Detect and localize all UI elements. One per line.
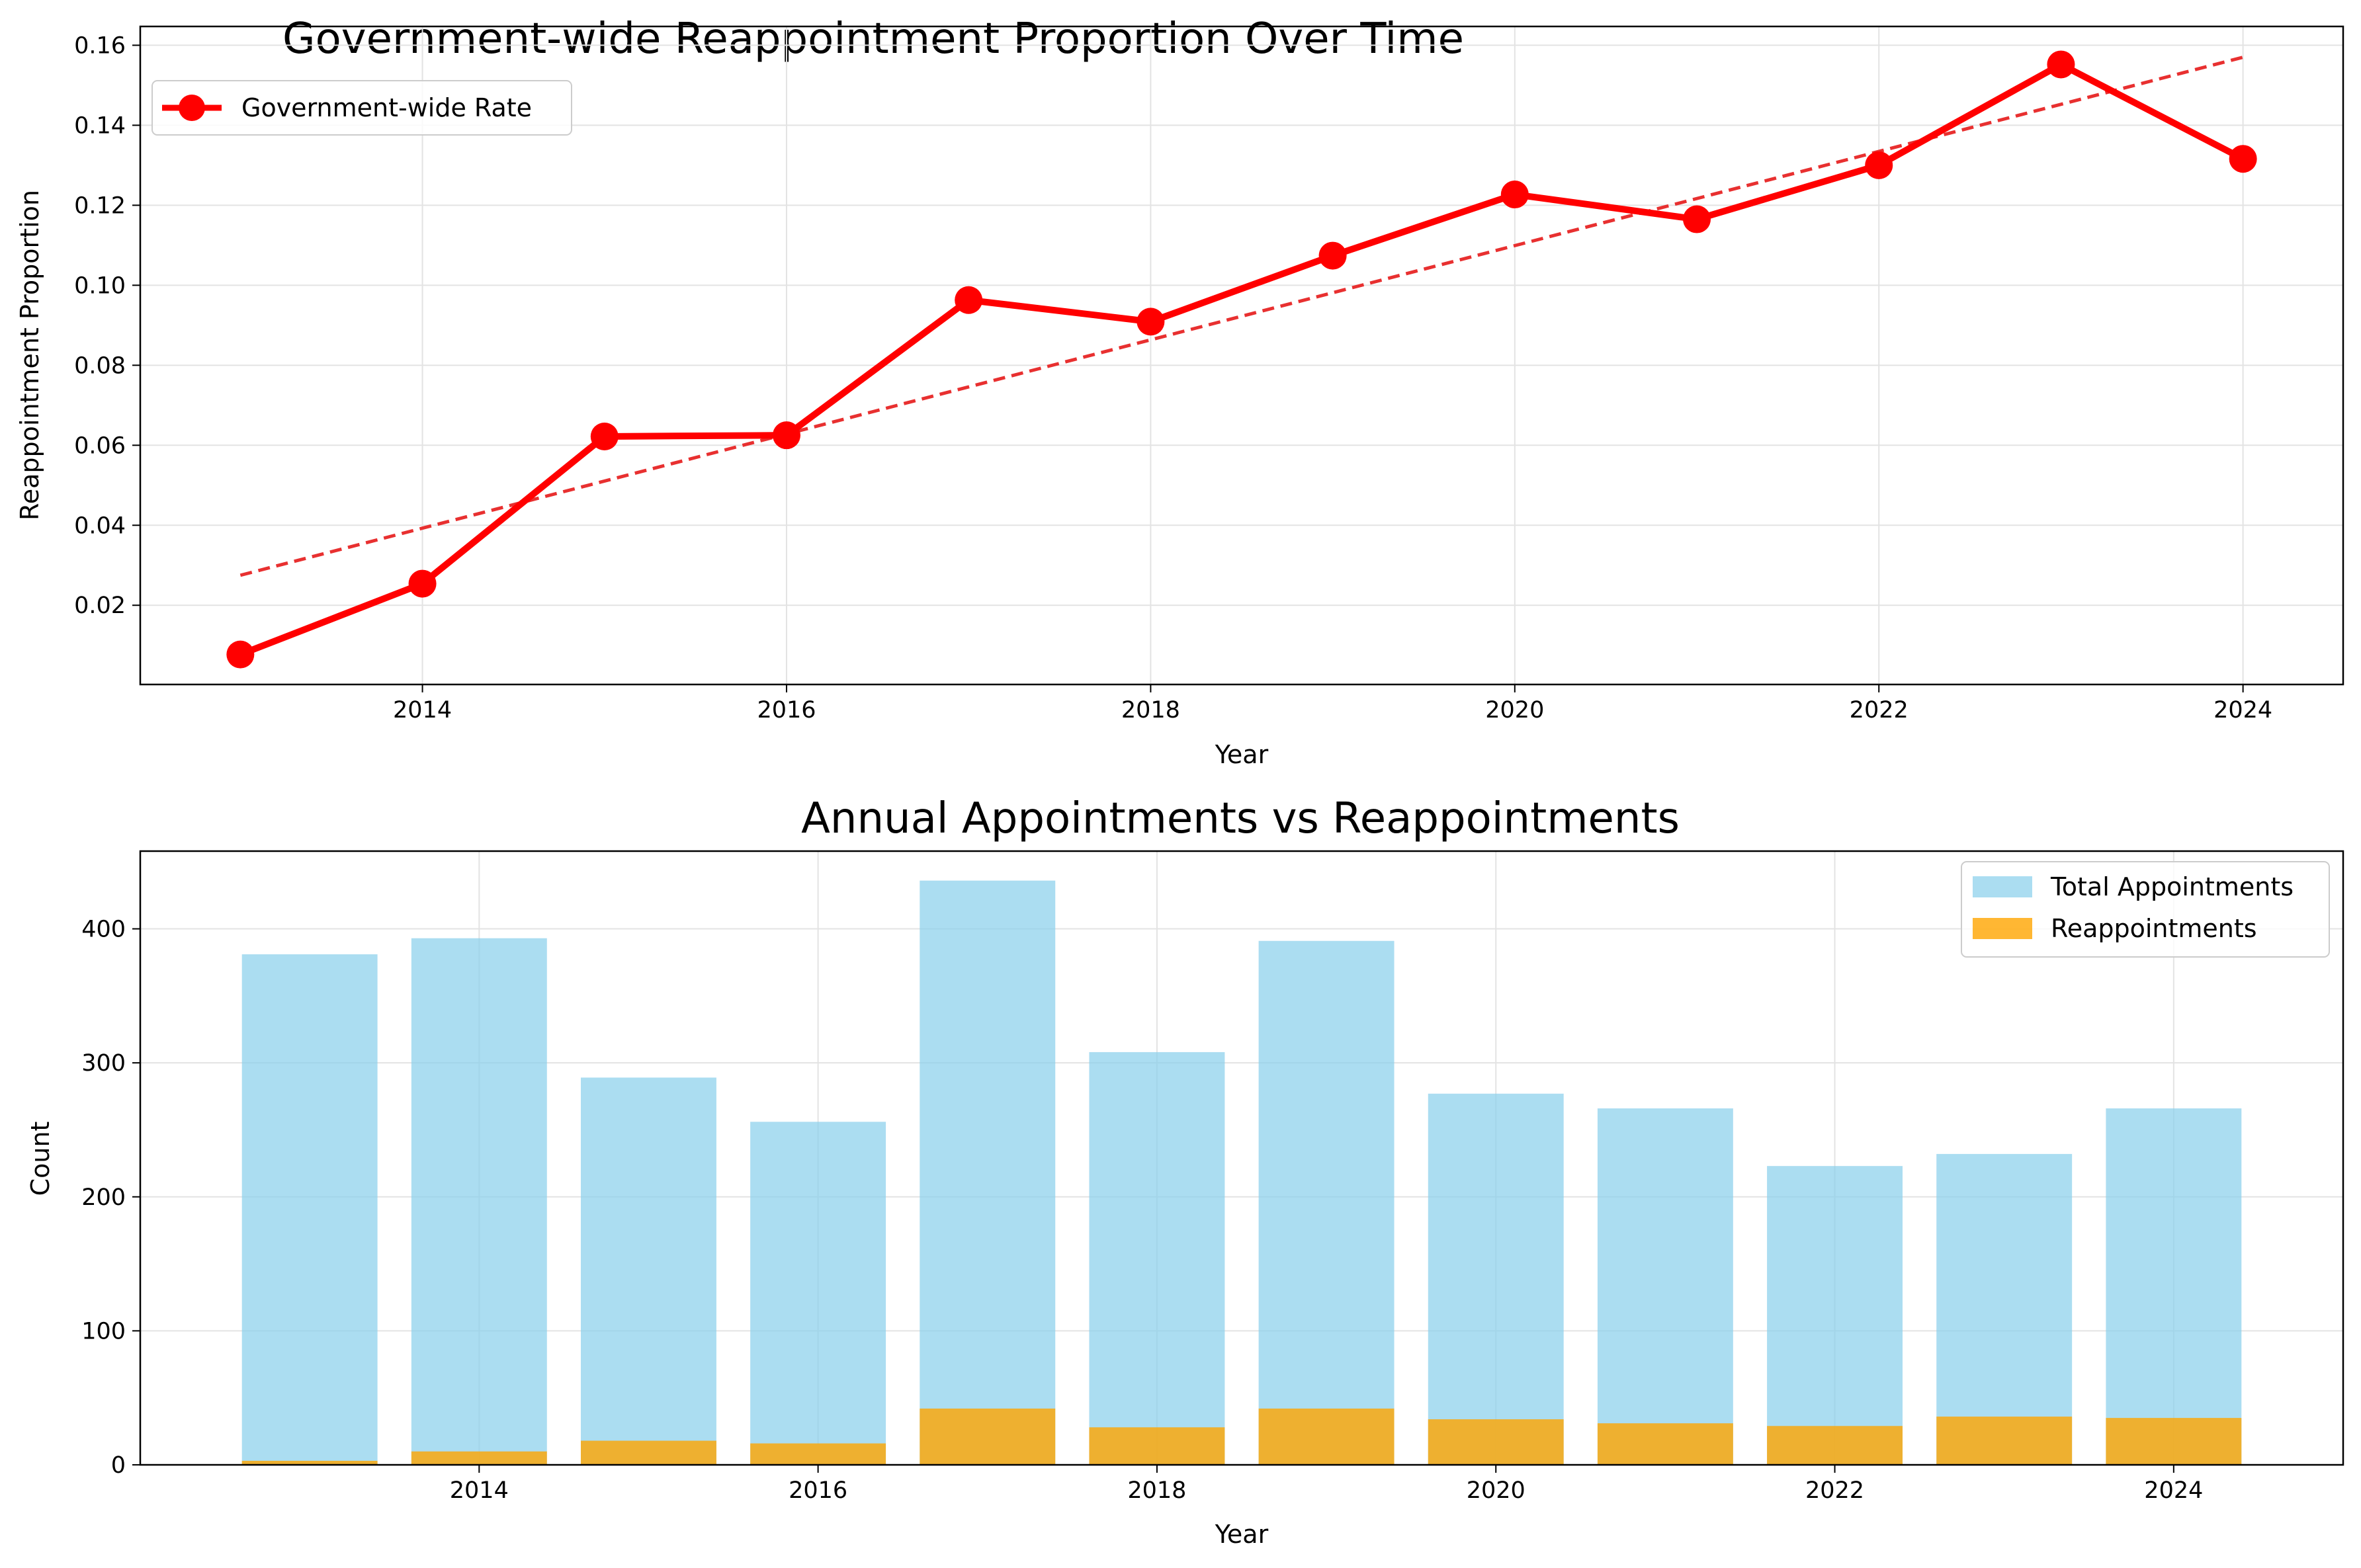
bar-reappointments (1089, 1427, 1225, 1465)
x-tick-label: 2022 (1850, 697, 1909, 723)
y-tick-label: 0 (111, 1452, 126, 1479)
line-chart-title: Government-wide Reappointment Proportion… (282, 15, 1464, 63)
data-point (590, 422, 619, 450)
bar-chart-total-bars (241, 880, 2242, 1465)
bar-reappointments (1936, 1417, 2073, 1465)
bar-chart-panel: Annual Appointments vs Reappointments 20… (26, 794, 2344, 1549)
x-tick-label: 2022 (1805, 1477, 1864, 1504)
bar-reappointments (750, 1443, 886, 1465)
data-point (955, 286, 983, 314)
trend-line (239, 56, 2244, 577)
data-point (408, 569, 437, 598)
bar-chart-y-ticks: 0 100 200 300 400 (81, 917, 140, 1479)
y-tick-label: 0.12 (74, 192, 126, 219)
x-tick-label: 2016 (789, 1477, 847, 1504)
data-point (1683, 205, 1711, 233)
bar-reappointments (581, 1440, 716, 1465)
x-tick-label: 2014 (393, 697, 452, 723)
bar-chart-reappointment-bars (241, 1408, 2242, 1465)
bar-total-appointments (1936, 1153, 2073, 1465)
y-tick-label: 0.08 (74, 352, 126, 379)
line-chart-series (226, 50, 2257, 669)
bar-total-appointments (2106, 1108, 2242, 1465)
data-point (226, 640, 255, 669)
line-chart-x-ticks: 2014 2016 2018 2020 2022 2024 (393, 684, 2272, 723)
data-point (1500, 181, 1529, 209)
bar-total-appointments (411, 938, 547, 1465)
bar-reappointments (1767, 1426, 1903, 1465)
legend-label-reappointments: Reappointments (2051, 914, 2257, 943)
bar-total-appointments (1767, 1166, 1903, 1465)
y-tick-label: 0.10 (74, 272, 126, 299)
bar-reappointments (411, 1451, 547, 1465)
bar-total-appointments (750, 1122, 886, 1465)
x-tick-label: 2018 (1121, 697, 1180, 723)
data-point (2229, 145, 2257, 173)
line-chart-legend-swatch-marker (179, 95, 205, 121)
bar-chart-x-axis-label: Year (1215, 1520, 1269, 1549)
bar-total-appointments (1258, 940, 1395, 1465)
bar-reappointments (1258, 1408, 1395, 1465)
line-chart-y-axis-label: Reappointment Proportion (15, 190, 44, 520)
line-chart-panel: Government-wide Reappointment Proportion… (15, 15, 2344, 769)
x-tick-label: 2024 (2213, 697, 2272, 723)
bar-chart-legend: Total Appointments Reappointments (1961, 861, 2330, 958)
y-tick-label: 0.14 (74, 112, 126, 139)
y-tick-label: 0.16 (74, 32, 126, 59)
bar-total-appointments (241, 954, 378, 1465)
line-chart-y-ticks: 0.02 0.04 0.06 0.08 0.10 0.12 0.14 0.16 (74, 32, 140, 619)
bar-reappointments (920, 1408, 1056, 1465)
y-tick-label: 0.06 (74, 433, 126, 459)
legend-swatch-total-appointments (1973, 876, 2032, 897)
bar-total-appointments (920, 880, 1056, 1465)
data-point (1318, 241, 1347, 270)
bar-chart-title: Annual Appointments vs Reappointments (801, 794, 1680, 843)
line-chart-x-axis-label: Year (1215, 740, 1269, 769)
y-tick-label: 0.02 (74, 593, 126, 619)
bar-reappointments (1597, 1423, 1733, 1465)
bar-chart-plot-frame (139, 850, 2344, 1466)
series-line (239, 61, 2245, 658)
bar-chart-legend-box (1961, 861, 2330, 958)
data-point (1137, 308, 1165, 336)
y-tick-label: 100 (81, 1318, 126, 1344)
legend-label-total-appointments: Total Appointments (2050, 872, 2294, 901)
bar-total-appointments (1597, 1108, 1733, 1465)
y-tick-label: 400 (81, 917, 126, 943)
x-tick-label: 2014 (450, 1477, 509, 1504)
x-tick-label: 2020 (1485, 697, 1544, 723)
x-tick-label: 2018 (1127, 1477, 1186, 1504)
y-tick-label: 300 (81, 1050, 126, 1077)
line-chart-plot-frame (139, 25, 2344, 686)
y-tick-label: 200 (81, 1184, 126, 1211)
x-tick-label: 2016 (757, 697, 816, 723)
bar-reappointments (241, 1460, 378, 1465)
line-chart-legend-box (151, 80, 572, 136)
bar-reappointments (1428, 1419, 1564, 1465)
bar-total-appointments (1089, 1052, 1225, 1465)
bar-total-appointments (581, 1077, 716, 1465)
bar-chart-x-ticks: 2014 2016 2018 2020 2022 2024 (450, 1465, 2203, 1504)
data-point (772, 421, 800, 450)
data-point (2047, 50, 2075, 79)
data-point (1865, 151, 1893, 179)
x-tick-label: 2020 (1467, 1477, 1525, 1504)
legend-swatch-reappointments (1973, 918, 2032, 939)
line-chart-trend (239, 56, 2244, 577)
y-tick-label: 0.04 (74, 513, 126, 539)
x-tick-label: 2024 (2144, 1477, 2203, 1504)
bar-reappointments (2106, 1418, 2242, 1465)
bar-total-appointments (1428, 1093, 1564, 1465)
bar-chart-y-axis-label: Count (26, 1122, 55, 1196)
line-chart-legend: Government-wide Rate (151, 80, 572, 136)
line-chart-legend-label: Government-wide Rate (241, 93, 532, 122)
